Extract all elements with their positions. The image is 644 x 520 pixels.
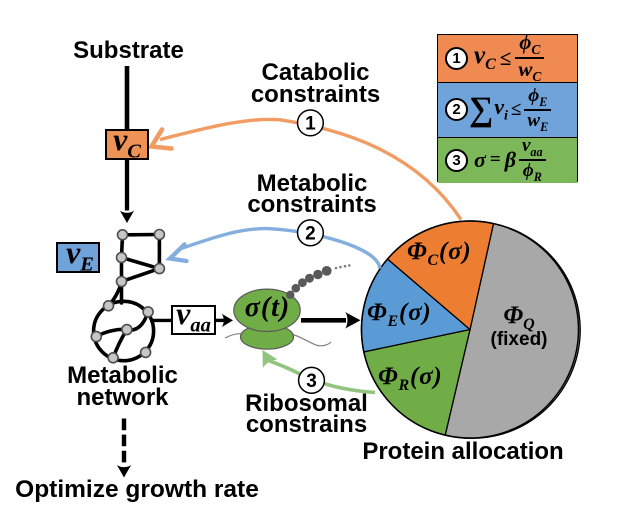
- svg-text:3: 3: [306, 371, 317, 392]
- svg-text:1: 1: [305, 114, 316, 135]
- svg-text:2: 2: [305, 224, 316, 245]
